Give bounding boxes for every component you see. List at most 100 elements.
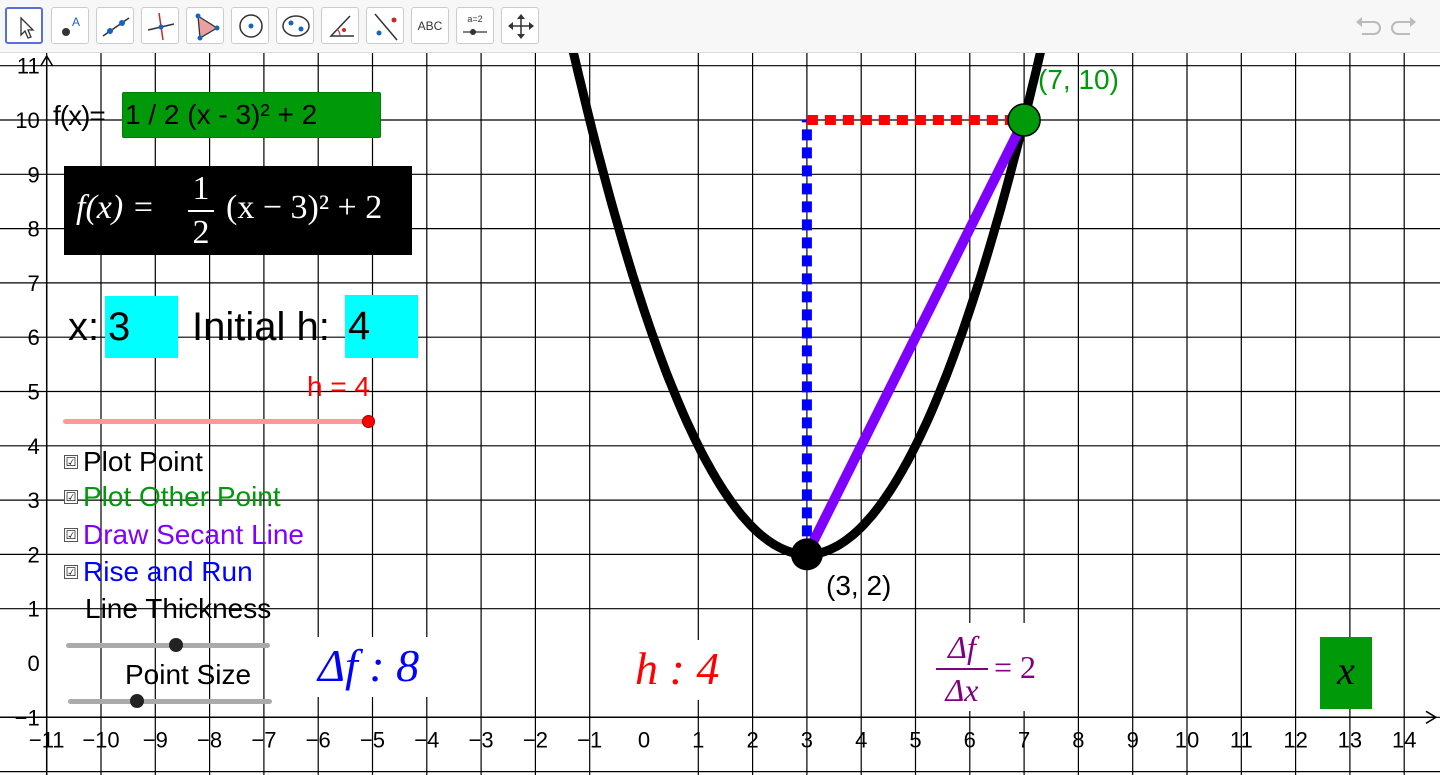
x-tick-label: −8 <box>197 727 222 752</box>
undo-button[interactable] <box>1352 12 1382 40</box>
h-slider[interactable] <box>63 419 368 424</box>
rise-and-run-label: Rise and Run <box>83 556 253 587</box>
function-input[interactable]: 1 / 2 (x - 3)² + 2 <box>122 92 381 138</box>
plot-point-label: Plot Point <box>83 446 203 477</box>
ellipse-icon <box>282 15 310 37</box>
x-tick-label: 0 <box>638 727 650 752</box>
point-size-knob[interactable] <box>130 694 145 708</box>
perpendicular-tool-button[interactable] <box>141 7 179 44</box>
polygon-tool-button[interactable] <box>186 7 224 44</box>
ratio-numerator: Δf <box>948 629 976 665</box>
h-slider-knob[interactable] <box>362 415 375 428</box>
y-tick-label: 0 <box>27 651 39 676</box>
point-b-label: (7, 10) <box>1038 64 1119 95</box>
x-tick-label: 3 <box>801 727 813 752</box>
slider-tool-button[interactable]: a=2 <box>456 7 494 44</box>
x-tick-label: −7 <box>251 727 276 752</box>
x-tick-label: −10 <box>82 727 119 752</box>
y-tick-label: 4 <box>27 434 39 459</box>
y-tick-label: −1 <box>15 705 40 730</box>
x-tick-label: 12 <box>1283 727 1307 752</box>
initial-h-input[interactable]: 4 <box>345 295 418 358</box>
point-size-label: Point Size <box>125 659 252 690</box>
x-tick-label: 2 <box>746 727 758 752</box>
x-tick-label: 1 <box>692 727 704 752</box>
x-tick-label: 10 <box>1175 727 1199 752</box>
point-tool-button[interactable]: A <box>51 7 89 44</box>
line-thickness-slider[interactable] <box>66 643 270 648</box>
redo-button[interactable] <box>1390 12 1420 40</box>
line-thickness-label: Line Thickness <box>85 593 272 624</box>
x-tick-label: 6 <box>964 727 976 752</box>
plot-other-point-checkbox[interactable]: ☑ <box>64 490 78 504</box>
h-slider-caption: h = 4 <box>307 371 371 402</box>
redo-icon <box>1391 17 1416 35</box>
point-a-label: (3, 2) <box>826 570 892 601</box>
x-tick-label: 5 <box>909 727 921 752</box>
x-tick-label: −5 <box>360 727 385 752</box>
point-icon: A <box>62 15 80 36</box>
h-readout: h : 4 <box>627 640 735 700</box>
x-tick-label: 8 <box>1072 727 1084 752</box>
line-icon <box>102 17 130 37</box>
y-tick-label: 11 <box>17 54 40 79</box>
y-tick-label: 5 <box>27 380 39 405</box>
x-input[interactable]: 3 <box>105 296 178 358</box>
plot <box>568 53 1045 571</box>
point-size-slider[interactable] <box>68 699 272 704</box>
toolbar: A ABC a=2 <box>0 0 1440 53</box>
h-text: h : 4 <box>635 643 720 694</box>
delta-f-readout: Δf : 8 <box>310 637 458 697</box>
function-input-label: f(x)= <box>53 100 106 131</box>
formula-denominator: 2 <box>192 214 210 251</box>
y-tick-label: 1 <box>27 597 39 622</box>
graphics-view[interactable]: −11 −10 −9 −8 −7 −6 −5 −4 −3 −2 −1 0 1 2 3 4 5 6 7 8 9 10 11 12… <box>0 53 1440 775</box>
draw-secant-line-checkbox[interactable]: ☑ <box>64 528 78 542</box>
polygon-icon <box>195 13 220 41</box>
perpendicular-icon <box>147 12 175 41</box>
y-tick-label: 6 <box>27 325 39 350</box>
y-tick-label: 9 <box>27 162 39 187</box>
x-axis-arrow <box>1425 710 1438 724</box>
x-tick-label: −9 <box>143 727 168 752</box>
y-tick-label: 10 <box>15 108 39 133</box>
formula-fraction: 1 2 <box>188 170 214 252</box>
x-tick-label: 14 <box>1392 727 1416 752</box>
rise-and-run-checkbox[interactable]: ☑ <box>64 565 78 579</box>
x-tick-label: 7 <box>1018 727 1030 752</box>
ellipse-tool-button[interactable] <box>276 7 314 44</box>
ratio-denominator: Δx <box>945 672 979 708</box>
move-tool-button[interactable] <box>5 7 43 44</box>
circle-center-tool-button[interactable] <box>231 7 269 44</box>
circle-icon <box>239 14 263 38</box>
y-axis-arrow <box>40 54 54 67</box>
x-button[interactable]: x <box>1320 637 1372 709</box>
formula-numerator: 1 <box>192 170 210 207</box>
x-tick-label: −4 <box>414 727 439 752</box>
tick-labels: −11 −10 −9 −8 −7 −6 −5 −4 −3 −2 −1 0 1 2 3 4 5 6 7 8 9 10 11 12… <box>15 54 1417 753</box>
point-b <box>1007 103 1041 137</box>
point-a <box>790 538 823 571</box>
delta-f-text: Δf : 8 <box>318 640 420 691</box>
formula-lhs: f(x) = <box>76 189 155 226</box>
plot-point-checkbox[interactable]: ☑ <box>64 455 78 469</box>
svg-text:A: A <box>72 15 80 29</box>
x-tick-label: −11 <box>29 727 65 752</box>
y-tick-label: 7 <box>27 271 39 296</box>
axes <box>0 54 1438 775</box>
x-tick-label: −1 <box>577 727 602 752</box>
y-tick-label: 2 <box>27 542 39 567</box>
text-tool-button[interactable]: ABC <box>411 7 449 44</box>
x-input-label: x: <box>68 305 100 349</box>
x-tick-label: 11 <box>1230 727 1253 752</box>
undo-icon <box>1356 17 1381 35</box>
angle-tool-button[interactable] <box>321 7 359 44</box>
line-thickness-knob[interactable] <box>169 638 184 652</box>
slider-icon: a=2 <box>457 8 493 43</box>
y-tick-label: 8 <box>27 217 39 242</box>
draw-secant-line-label: Draw Secant Line <box>83 519 305 550</box>
reflect-tool-button[interactable] <box>366 7 404 44</box>
move-graphics-tool-button[interactable] <box>501 7 539 44</box>
x-tick-label: 13 <box>1338 727 1362 752</box>
line-tool-button[interactable] <box>96 7 134 44</box>
